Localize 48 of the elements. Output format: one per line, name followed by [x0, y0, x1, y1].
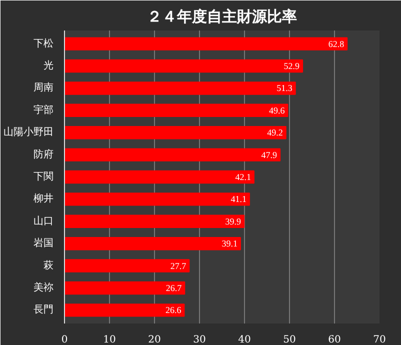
bar	[64, 37, 348, 50]
data-label: 49.6	[268, 105, 286, 116]
data-label: 26.7	[166, 282, 182, 293]
bar	[64, 192, 250, 206]
y-tick-label: 防府	[34, 148, 54, 160]
bar	[64, 148, 281, 162]
data-label: 62.8	[328, 38, 345, 49]
data-label: 42.1	[235, 172, 251, 182]
data-label: 41.1	[230, 194, 246, 204]
data-label: 47.9	[261, 150, 278, 160]
y-tick-label: 岩国	[34, 237, 54, 250]
data-label: 39.1	[222, 238, 238, 249]
bar	[64, 236, 241, 250]
y-tick-label: 宇部	[34, 104, 54, 116]
data-label: 51.3	[276, 83, 293, 94]
y-tick-label: 美祢	[34, 281, 54, 294]
y-tick-label: 山陽小野田	[4, 126, 54, 138]
y-tick-label: 下関	[34, 172, 54, 182]
y-tick-label: 長門	[34, 304, 54, 316]
bar	[64, 126, 286, 140]
y-tick-label: 光	[44, 60, 54, 72]
y-tick-label: 柳井	[34, 192, 54, 205]
bar	[64, 304, 185, 317]
bar	[64, 259, 190, 272]
data-label: 27.7	[170, 260, 187, 271]
x-tick-label: 50	[283, 334, 296, 345]
data-label: 39.9	[225, 216, 242, 226]
chart-title: ２４年度自主財源比率	[147, 8, 297, 26]
y-tick-label: 萩	[44, 259, 54, 272]
data-label: 52.9	[284, 61, 300, 72]
x-tick-label: 70	[373, 334, 386, 345]
y-tick-label: 下松	[34, 37, 54, 50]
bar	[64, 281, 186, 295]
y-tick-label: 周南	[34, 82, 54, 94]
bar	[64, 104, 288, 118]
x-tick-label: 0	[61, 334, 68, 345]
data-label: 26.6	[165, 305, 182, 316]
data-label: 49.2	[267, 128, 283, 138]
x-tick-label: 30	[193, 334, 206, 345]
bar	[64, 214, 245, 228]
x-tick-label: 20	[148, 334, 161, 345]
y-tick-label: 山口	[34, 214, 54, 227]
x-tick-label: 10	[103, 334, 116, 345]
bar	[64, 170, 254, 184]
bar	[64, 82, 296, 95]
bar	[64, 59, 304, 73]
x-tick-label: 40	[238, 334, 251, 345]
x-tick-label: 60	[328, 334, 341, 345]
